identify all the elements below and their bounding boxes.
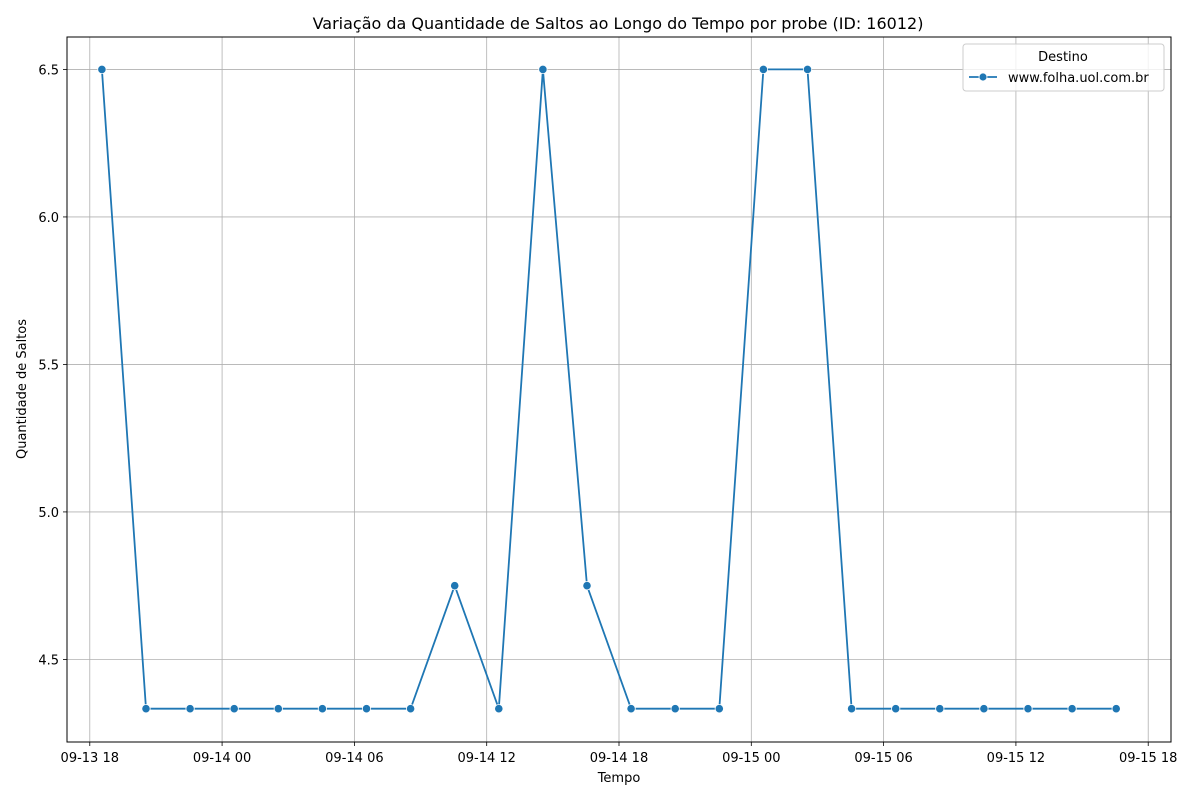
x-tick-label: 09-14 00 xyxy=(193,751,251,766)
data-point xyxy=(405,704,416,714)
legend-entry-label: www.folha.uol.com.br xyxy=(1008,71,1149,86)
grid-lines xyxy=(67,37,1171,742)
x-tick-label: 09-14 12 xyxy=(457,751,515,766)
x-tick-label: 09-14 18 xyxy=(590,751,648,766)
data-point xyxy=(626,704,636,714)
y-axis-label: Quantidade de Saltos xyxy=(15,319,30,459)
data-point xyxy=(846,704,857,714)
data-point xyxy=(317,704,327,714)
y-tick-label: 6.5 xyxy=(38,63,59,78)
y-tick-label: 4.5 xyxy=(38,653,59,668)
data-point xyxy=(1067,704,1077,714)
data-point xyxy=(273,704,283,714)
data-point xyxy=(185,704,195,714)
x-tick-label: 09-15 12 xyxy=(987,751,1045,766)
data-point xyxy=(714,704,724,714)
data-point xyxy=(97,64,107,75)
y-axis: 4.5 5.0 5.5 6.0 6.5 xyxy=(38,63,67,668)
data-point xyxy=(979,704,989,714)
y-tick-label: 6.0 xyxy=(38,211,59,226)
data-point xyxy=(361,704,372,714)
data-point xyxy=(582,581,592,591)
legend: Destino www.folha.uol.com.br xyxy=(962,43,1165,92)
x-axis-label: Tempo xyxy=(597,771,641,786)
y-tick-label: 5.5 xyxy=(38,358,59,373)
data-point xyxy=(935,704,945,714)
x-tick-label: 09-15 00 xyxy=(722,751,780,766)
y-tick-label: 5.0 xyxy=(38,506,59,521)
data-point xyxy=(891,704,901,714)
data-point xyxy=(1111,704,1121,714)
data-point xyxy=(141,704,151,714)
data-point xyxy=(670,704,680,714)
series-line xyxy=(101,68,1117,710)
x-tick-label: 09-13 18 xyxy=(61,751,119,766)
data-point xyxy=(538,64,548,75)
data-point xyxy=(1023,704,1033,714)
legend-marker-swatch xyxy=(978,72,988,82)
legend-title: Destino xyxy=(1038,50,1088,65)
series-layer xyxy=(97,64,1121,714)
x-tick-label: 09-14 06 xyxy=(325,751,383,766)
chart-title: Variação da Quantidade de Saltos ao Long… xyxy=(313,14,924,33)
data-point xyxy=(758,64,769,75)
data-point xyxy=(494,704,504,714)
x-tick-label: 09-15 06 xyxy=(854,751,912,766)
data-point xyxy=(802,64,813,75)
legend-box xyxy=(962,43,1165,92)
x-tick-label: 09-15 18 xyxy=(1119,751,1177,766)
data-point xyxy=(229,704,239,714)
x-axis: 09-13 18 09-14 00 09-14 06 09-14 12 09-14 18… xyxy=(61,742,1177,766)
data-point xyxy=(450,581,460,591)
